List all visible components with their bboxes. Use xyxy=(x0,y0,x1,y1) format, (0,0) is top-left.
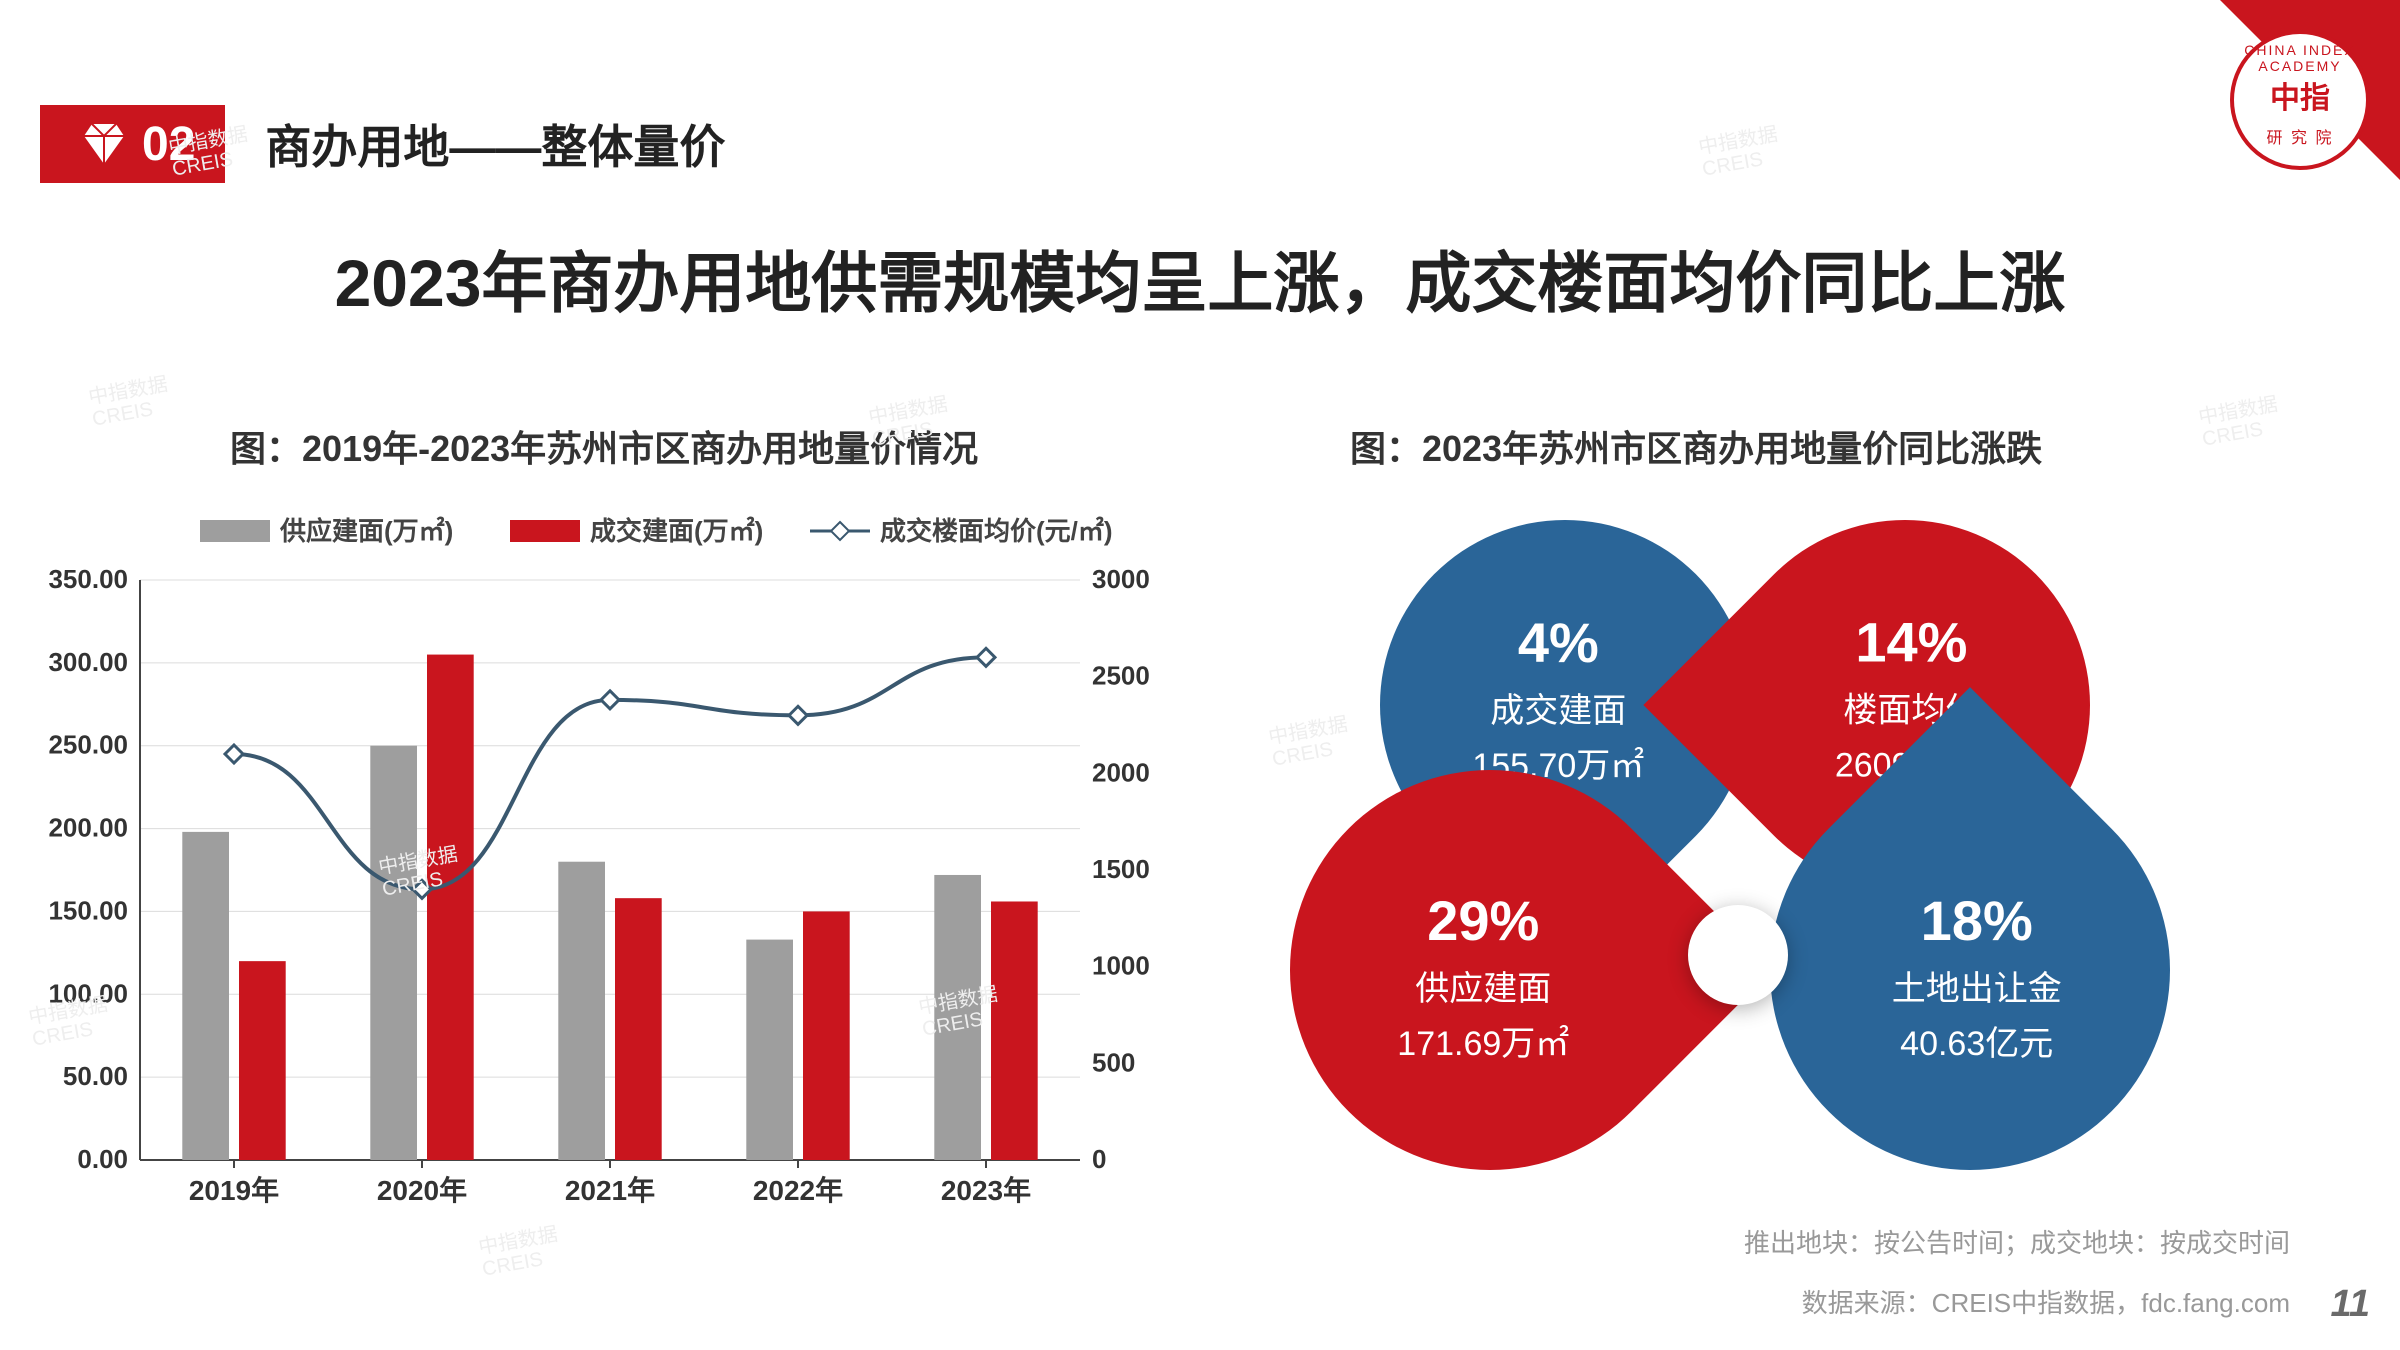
svg-text:0: 0 xyxy=(1092,1144,1106,1174)
page-headline: 2023年商办用地供需规模均呈上涨，成交楼面均价同比上涨 xyxy=(335,230,2066,326)
combo-chart: 0.00 50.00 100.00 150.00 200.00 250.00 300.00 3… xyxy=(30,490,1160,1230)
logo-top: CHINA INDEX ACADEMY xyxy=(2234,42,2366,74)
svg-text:500: 500 xyxy=(1092,1047,1135,1077)
page-number: 11 xyxy=(2331,1283,2370,1326)
svg-text:2019年: 2019年 xyxy=(189,1174,279,1206)
diamond-icon xyxy=(80,120,128,168)
petal-label: 供应建面 xyxy=(1397,962,1569,1011)
combo-chart-svg: 0.00 50.00 100.00 150.00 200.00 250.00 300.00 3… xyxy=(30,490,1160,1230)
watermark: 中指数据CREIS xyxy=(87,373,173,430)
petal-value: 40.63亿元 xyxy=(1892,1017,2062,1066)
svg-text:2500: 2500 xyxy=(1092,661,1150,691)
section-header: 02 商办用地——整体量价 xyxy=(40,105,725,183)
right-chart-title: 图：2023年苏州市区商办用地量价同比涨跌 xyxy=(1350,420,2042,472)
watermark: 中指数据CREIS xyxy=(2197,393,2283,450)
svg-text:2021年: 2021年 xyxy=(565,1174,655,1206)
svg-text:1500: 1500 xyxy=(1092,854,1150,884)
svg-text:200.00: 200.00 xyxy=(48,813,128,843)
petal-infographic: 4% 成交建面 155.70万㎡ 14% 楼面均价 2609元/㎡ 29% 供应… xyxy=(1260,500,2280,1150)
svg-text:50.00: 50.00 xyxy=(63,1061,128,1091)
svg-text:2022年: 2022年 xyxy=(753,1174,843,1206)
svg-text:供应建面(万㎡): 供应建面(万㎡) xyxy=(279,516,453,546)
svg-text:100.00: 100.00 xyxy=(48,978,128,1008)
svg-text:250.00: 250.00 xyxy=(48,730,128,760)
svg-text:350.00: 350.00 xyxy=(48,564,128,594)
svg-text:2020年: 2020年 xyxy=(377,1174,467,1206)
svg-text:300.00: 300.00 xyxy=(48,647,128,677)
section-tab: 02 xyxy=(40,105,225,183)
petal-label: 土地出让金 xyxy=(1892,962,2062,1011)
logo-bottom: 研 究 院 xyxy=(2267,124,2334,148)
svg-text:2023年: 2023年 xyxy=(941,1174,1031,1206)
svg-text:成交建面(万㎡): 成交建面(万㎡) xyxy=(590,516,763,546)
section-title: 商办用地——整体量价 xyxy=(265,111,725,177)
left-chart-title: 图：2019年-2023年苏州市区商办用地量价情况 xyxy=(230,420,978,472)
svg-text:3000: 3000 xyxy=(1092,564,1150,594)
petal-pct: 14% xyxy=(1836,609,1989,674)
section-number: 02 xyxy=(142,117,195,172)
footnote-1: 推出地块：按公告时间；成交地块：按成交时间 xyxy=(1744,1223,2290,1260)
footnote-2: 数据来源：CREIS中指数据，fdc.fang.com xyxy=(1802,1283,2290,1320)
petal-pct: 18% xyxy=(1892,889,2062,954)
petal-center-dot xyxy=(1688,905,1788,1005)
petal-label: 成交建面 xyxy=(1472,682,1644,731)
petal-pct: 29% xyxy=(1397,889,1569,954)
watermark: 中指数据CREIS xyxy=(477,1223,563,1280)
petal-value: 171.69万㎡ xyxy=(1397,1017,1569,1066)
svg-text:1000: 1000 xyxy=(1092,951,1150,981)
svg-text:2000: 2000 xyxy=(1092,757,1150,787)
watermark: 中指数据CREIS xyxy=(1697,123,1783,180)
brand-logo: CHINA INDEX ACADEMY 中指 研 究 院 xyxy=(2230,30,2370,170)
petal-pct: 4% xyxy=(1472,609,1644,674)
svg-text:150.00: 150.00 xyxy=(48,895,128,925)
svg-text:成交楼面均价(元/㎡): 成交楼面均价(元/㎡) xyxy=(880,516,1113,546)
logo-mid: 中指 xyxy=(2270,84,2330,114)
svg-text:0.00: 0.00 xyxy=(77,1144,128,1174)
